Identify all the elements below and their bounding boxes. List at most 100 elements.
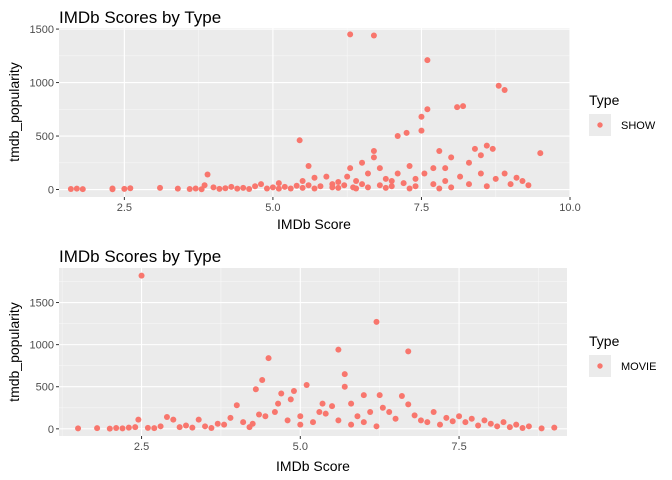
data-point [75, 425, 82, 432]
data-point [144, 424, 151, 431]
data-point [449, 418, 456, 425]
data-point [204, 171, 211, 178]
data-point [392, 415, 399, 422]
data-point [293, 182, 300, 189]
chart-panel-show: IMDb Scores by Type 2.5 5.0 7.5 10.0 0 500 10… [6, 8, 656, 232]
data-point [233, 402, 240, 409]
data-point [348, 421, 355, 428]
data-point [319, 400, 326, 407]
data-point [170, 416, 177, 423]
x-tick-label: 2.5 [117, 202, 132, 214]
data-point [210, 184, 217, 191]
y-tick-label: 500 [36, 382, 54, 394]
data-point [501, 87, 508, 94]
x-tick-label: 2.5 [134, 441, 149, 453]
data-point [436, 185, 443, 192]
data-point [299, 177, 306, 184]
y-axis-title: tmdb_popularity [6, 62, 22, 162]
data-point [256, 411, 263, 418]
data-point [418, 127, 425, 134]
data-point [252, 183, 259, 190]
data-point [259, 377, 266, 383]
data-point [519, 425, 526, 431]
data-point [454, 104, 461, 111]
data-point [269, 184, 276, 191]
data-point [303, 382, 310, 389]
data-point [135, 416, 142, 423]
data-point [376, 182, 383, 189]
legend-label-show: SHOW [621, 120, 656, 132]
data-point [468, 415, 475, 422]
data-point [297, 421, 304, 428]
data-point [388, 183, 395, 190]
data-point [494, 423, 501, 430]
data-point [430, 409, 437, 415]
data-point [386, 409, 393, 415]
x-tick-label: 7.5 [414, 202, 429, 214]
data-point [462, 419, 469, 426]
data-point [430, 181, 437, 188]
legend: Type MOVIE [589, 333, 656, 377]
data-point [424, 57, 431, 64]
data-points [67, 31, 544, 193]
data-point [287, 185, 294, 192]
data-point [359, 159, 366, 166]
data-point [322, 410, 329, 417]
data-point [403, 129, 410, 136]
data-point [398, 393, 405, 399]
data-point [465, 181, 472, 188]
data-point [421, 170, 428, 177]
data-point [367, 409, 374, 415]
data-point [344, 173, 351, 180]
data-point [263, 185, 270, 192]
data-point [176, 424, 183, 431]
data-point [525, 423, 532, 430]
data-point [208, 425, 215, 431]
x-tick-label: 5.0 [265, 202, 280, 214]
data-point [443, 414, 450, 421]
data-point [448, 184, 455, 191]
y-tick-label: 0 [48, 424, 54, 436]
data-point [240, 419, 247, 426]
x-tick-label: 10.0 [559, 202, 580, 214]
data-point [525, 182, 532, 189]
data-point [353, 185, 360, 192]
y-tick-label: 1500 [30, 298, 54, 310]
data-point [424, 106, 431, 113]
data-point [360, 392, 367, 399]
data-point [406, 185, 413, 192]
data-point [329, 403, 336, 410]
chart-panel-movie: IMDb Scores by Type 2.5 5.0 7.5 0 500 1000 15… [6, 247, 656, 474]
data-point [341, 371, 348, 378]
legend-key-marker [597, 122, 603, 128]
data-point [370, 148, 377, 155]
data-point [364, 184, 371, 191]
data-point [275, 180, 282, 187]
data-point [127, 185, 134, 192]
data-point [373, 423, 380, 430]
data-point [364, 170, 371, 177]
x-axis-ticks: 2.5 5.0 7.5 [134, 436, 467, 453]
data-point [436, 148, 443, 155]
data-point [483, 142, 490, 149]
data-point [240, 184, 247, 191]
data-point [405, 401, 412, 408]
data-point [125, 424, 132, 431]
legend: Type SHOW [589, 92, 656, 136]
data-point [278, 390, 285, 397]
data-point [214, 420, 221, 427]
data-point [183, 422, 189, 429]
data-point [405, 348, 412, 355]
data-point [216, 185, 223, 192]
data-point [460, 103, 467, 110]
data-point [418, 113, 425, 120]
data-point [186, 185, 193, 192]
data-point [483, 183, 490, 190]
data-point [249, 420, 256, 427]
data-point [442, 165, 449, 172]
y-axis-ticks: 0 500 1000 1500 [30, 298, 59, 436]
data-point [287, 396, 294, 403]
x-tick-label: 5.0 [293, 441, 308, 453]
data-point [109, 186, 116, 193]
data-point [73, 185, 80, 192]
